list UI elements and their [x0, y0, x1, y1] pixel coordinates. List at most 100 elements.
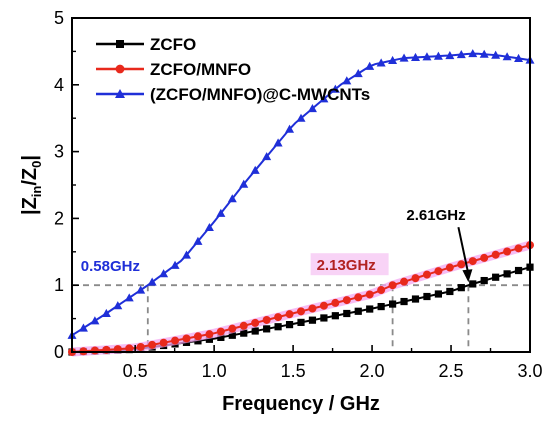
series-point: [514, 53, 524, 62]
series-point: [480, 253, 489, 262]
series-point: [377, 302, 385, 311]
y-axis-title: |Zin/Z0|: [19, 155, 44, 215]
series-point: [285, 124, 295, 133]
series-point: [480, 276, 488, 285]
legend-marker: [115, 89, 125, 98]
series-point: [307, 104, 317, 113]
series-point: [514, 266, 523, 275]
y-tick-label: 3: [54, 142, 64, 162]
series-point: [227, 194, 237, 203]
x-tick-label: 1.5: [281, 361, 306, 381]
series-point: [182, 334, 191, 343]
series-point: [491, 50, 501, 59]
series-point: [240, 329, 248, 337]
annotation-label: 2.61GHz: [406, 207, 465, 224]
x-tick-label: 3.0: [517, 361, 542, 381]
series-point: [411, 295, 420, 303]
series-point: [422, 52, 432, 61]
series-point: [388, 281, 397, 290]
series-point: [365, 61, 375, 70]
annotation-label: 2.13GHz: [317, 257, 376, 274]
legend-label: (ZCFO/MNFO)@C-MWCNTs: [150, 85, 370, 104]
series-point: [297, 307, 305, 316]
series-point: [377, 286, 386, 295]
x-tick-label: 2.0: [360, 361, 385, 381]
series-point: [503, 247, 512, 256]
series-point: [354, 307, 362, 315]
series-point: [343, 309, 351, 318]
series-point: [365, 290, 374, 299]
series-point: [319, 94, 329, 103]
series-point: [205, 335, 213, 343]
series-point: [262, 315, 271, 324]
series-point: [274, 323, 282, 331]
x-tick-label: 2.5: [439, 361, 464, 381]
series-point: [354, 293, 363, 302]
y-axis-title-sub: 0: [29, 161, 44, 168]
legend-label: ZCFO/MNFO: [150, 60, 251, 79]
series-point: [262, 152, 272, 161]
series-point: [273, 138, 283, 147]
y-axis-title-part: |: [19, 155, 41, 161]
axis-ticks: 0.5 1.0 1.5 2.0 2.5 3.0 0 1 2 3 4 5: [54, 8, 543, 381]
series-point: [90, 316, 100, 325]
series-point: [170, 260, 180, 269]
annotation-arrow: [457, 226, 470, 275]
series-point: [193, 236, 203, 245]
y-tick-label: 0: [54, 342, 64, 362]
series-point: [136, 285, 146, 294]
series-point: [434, 290, 442, 298]
series-point: [491, 250, 500, 259]
series-point: [182, 250, 191, 259]
legend-marker: [116, 40, 124, 48]
series-point: [376, 58, 386, 67]
series-point: [274, 313, 283, 322]
legend: ZCFO ZCFO/MNFO (ZCFO/MNFO)@C-MWCNTs: [96, 35, 370, 104]
series-point: [217, 333, 225, 341]
x-tick-label: 1.0: [202, 361, 227, 381]
series-point: [205, 330, 214, 339]
annotation-highlight: [310, 253, 389, 276]
series-point: [308, 316, 317, 324]
series-point: [423, 292, 431, 301]
series-point: [445, 263, 454, 272]
series-point: [342, 76, 352, 85]
annotation-label: 0.58GHz: [81, 258, 140, 275]
series-point: [204, 222, 214, 232]
series-point: [445, 50, 455, 60]
annotation-arrowhead: [462, 269, 473, 283]
series-point: [331, 312, 339, 320]
legend-marker: [115, 64, 125, 74]
y-tick-label: 4: [54, 75, 64, 95]
reference-lines: [72, 284, 530, 352]
series-point: [331, 298, 340, 307]
series-point: [514, 244, 523, 253]
series-point: [502, 52, 512, 61]
series-point: [366, 305, 374, 313]
series-point: [469, 280, 477, 288]
series-point: [503, 270, 511, 278]
series-point: [125, 344, 134, 353]
series-point: [320, 314, 328, 322]
series-point: [113, 301, 123, 310]
series-point: [136, 342, 145, 351]
series-point: [468, 49, 478, 58]
series-point: [239, 321, 248, 330]
series-point: [434, 267, 443, 276]
y-tick-label: 5: [54, 8, 64, 28]
series-point: [285, 310, 294, 319]
series-point: [400, 277, 409, 286]
series-point: [330, 84, 340, 93]
series-point: [124, 293, 134, 302]
y-tick-label: 1: [54, 275, 64, 295]
series-point: [411, 52, 420, 62]
series-point: [239, 179, 249, 188]
series-point: [389, 300, 397, 308]
series-point: [399, 53, 409, 62]
annotations: 0.58GHz 2.13GHz 2.61GHz: [81, 207, 473, 283]
series-point: [456, 50, 466, 59]
series-point: [342, 296, 351, 305]
x-tick-label: 0.5: [123, 361, 148, 381]
series-point: [400, 297, 408, 306]
